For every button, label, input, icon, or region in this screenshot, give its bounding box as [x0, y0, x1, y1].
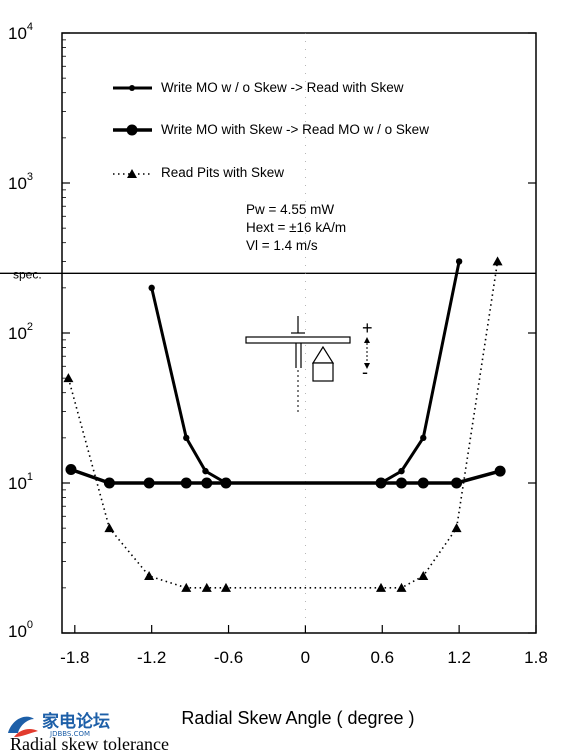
- y-tick-label: 101: [8, 471, 33, 493]
- y-tick-label: 100: [8, 619, 33, 641]
- data-point: [148, 284, 155, 292]
- spec-label: spec.: [13, 267, 42, 281]
- legend-label-2: Write MO with Skew -> Read MO w / o Skew: [161, 122, 429, 137]
- data-point: [65, 464, 77, 476]
- figure-caption: Radial skew tolerance: [10, 734, 169, 754]
- series-3: [63, 256, 503, 592]
- data-point: [417, 477, 429, 489]
- logo-url: JDBBS.COM: [49, 730, 90, 738]
- series-line: [67, 261, 499, 589]
- series-layer: [63, 256, 506, 592]
- y-axis: 100 101 102 103 104: [8, 21, 536, 641]
- legend-label-1: Write MO w / o Skew -> Read with Skew: [161, 80, 404, 95]
- data-point: [451, 477, 463, 489]
- spec-line-group: spec.: [0, 267, 536, 281]
- data-point: [104, 523, 115, 533]
- logo-swoosh-icon: [8, 716, 34, 733]
- annotation-pw: Pw = 4.55 mW: [246, 202, 334, 217]
- data-point: [420, 434, 427, 442]
- data-point: [144, 570, 155, 580]
- x-tick-label: -0.6: [214, 648, 243, 667]
- x-tick-label: 0.6: [370, 648, 394, 667]
- x-tick-label: 1.2: [447, 648, 471, 667]
- data-point: [103, 477, 115, 489]
- logo-text: 家电论坛: [42, 711, 110, 732]
- x-tick-label: -1.2: [137, 648, 166, 667]
- inset-plus: +: [362, 318, 373, 338]
- annotation-hext: Hext = ±16 kA/m: [246, 220, 346, 235]
- y-tick-label: 104: [8, 21, 33, 43]
- data-point: [455, 258, 463, 265]
- data-point: [418, 570, 429, 580]
- data-point: [201, 582, 212, 592]
- site-logo: 家电论坛 JDBBS.COM: [8, 711, 110, 738]
- legend-label-3: Read Pits with Skew: [161, 165, 284, 180]
- data-point: [63, 373, 74, 383]
- data-point: [180, 477, 192, 489]
- legend: Write MO w / o Skew -> Read with Skew Wr…: [113, 80, 429, 180]
- legend-item-1: Write MO w / o Skew -> Read with Skew: [113, 80, 404, 95]
- data-point: [202, 467, 209, 475]
- data-point: [201, 477, 213, 489]
- data-point: [143, 477, 155, 489]
- data-point: [375, 582, 386, 592]
- inset-minus: -: [362, 362, 368, 382]
- data-point: [494, 465, 506, 477]
- series-line: [70, 467, 501, 485]
- data-point: [183, 434, 190, 442]
- data-point: [451, 523, 462, 533]
- series-1: [148, 258, 463, 487]
- annotation-vl: Vl = 1.4 m/s: [246, 238, 318, 253]
- x-axis: -1.8 -1.2 -0.6 0 0.6 1.2 1.8: [60, 33, 548, 667]
- data-point: [395, 477, 407, 489]
- data-point: [220, 582, 231, 592]
- x-tick-label: 1.8: [524, 648, 548, 667]
- skew-inset-diagram: + -: [245, 316, 373, 414]
- data-point: [492, 256, 503, 266]
- data-point: [220, 477, 232, 489]
- x-tick-label: 0: [301, 648, 310, 667]
- series-2: [65, 464, 506, 489]
- legend-item-2: Write MO with Skew -> Read MO w / o Skew: [113, 122, 429, 137]
- legend-item-3: Read Pits with Skew: [113, 165, 284, 180]
- data-point: [398, 467, 405, 475]
- x-axis-title: Radial Skew Angle ( degree ): [181, 708, 414, 728]
- x-tick-label: -1.8: [60, 648, 89, 667]
- y-tick-label: 102: [8, 321, 33, 343]
- y-tick-label: 103: [8, 171, 33, 193]
- data-point: [396, 582, 407, 592]
- data-point: [181, 582, 192, 592]
- data-point: [375, 477, 387, 489]
